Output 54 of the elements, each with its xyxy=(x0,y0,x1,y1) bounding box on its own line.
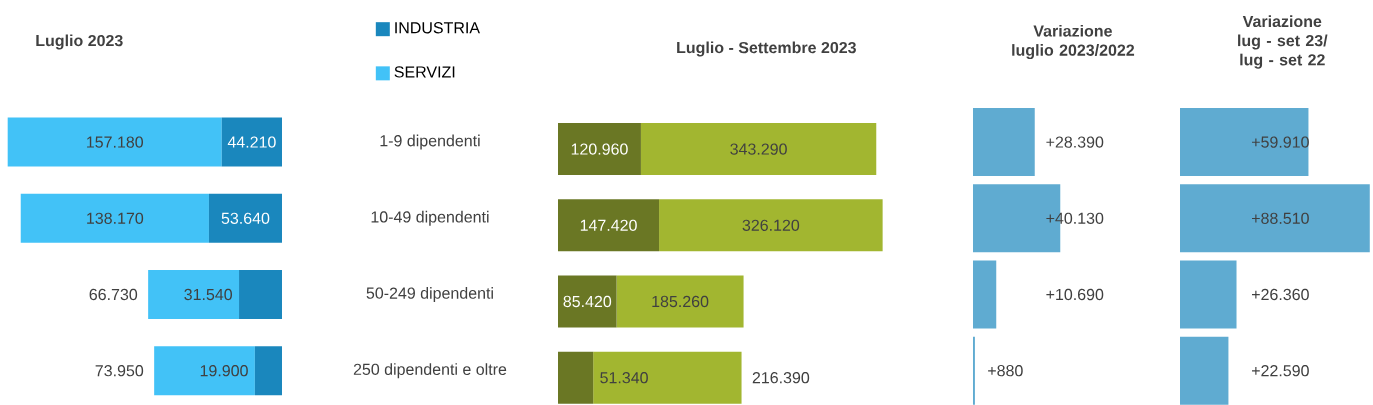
data-label: 326.120 xyxy=(742,219,800,231)
bar xyxy=(1180,108,1309,177)
bar xyxy=(254,346,282,396)
data-label: +10.690 xyxy=(1046,288,1104,301)
data-label: 85.420 xyxy=(563,295,612,308)
data-label: +88.510 xyxy=(1252,212,1309,224)
y-tick-label: 1-9 dipendenti xyxy=(380,134,480,150)
data-label: +26.360 xyxy=(1252,288,1309,301)
bar xyxy=(154,346,255,396)
data-label: 120.960 xyxy=(571,143,628,155)
bar xyxy=(20,193,209,243)
data-label: 44.210 xyxy=(227,136,276,148)
data-label: 73.950 xyxy=(95,365,144,377)
bar xyxy=(148,270,240,319)
y-tick-label: 10-49 dipendenti xyxy=(371,210,489,226)
y-tick-label: 50-249 dipendenti xyxy=(366,287,493,302)
chart-title: Variazione lug - set 23/ lug - set 22 xyxy=(1238,15,1328,69)
bar xyxy=(973,260,997,329)
data-label: 19.900 xyxy=(200,365,248,377)
bar xyxy=(208,193,282,243)
data-label: +880 xyxy=(988,365,1023,377)
data-label: 216.390 xyxy=(752,372,810,384)
data-label: 138.170 xyxy=(87,212,144,224)
legend-label: INDUSTRIA xyxy=(395,22,480,34)
data-label: 147.420 xyxy=(580,219,637,231)
bar xyxy=(558,351,594,404)
chart-title: Luglio - Settembre 2023 xyxy=(677,41,856,57)
bar xyxy=(616,275,744,328)
chart-title: Variazione luglio 2023/2022 xyxy=(1012,24,1135,60)
data-label: 51.340 xyxy=(600,372,648,384)
chart-title: Luglio 2023 xyxy=(36,34,123,50)
data-label: 157.180 xyxy=(87,136,144,148)
bar xyxy=(1180,184,1370,253)
bar xyxy=(593,351,742,404)
bar xyxy=(7,117,222,167)
data-label: +22.590 xyxy=(1252,365,1309,377)
bar xyxy=(1180,336,1229,405)
bar xyxy=(558,123,641,176)
bar xyxy=(221,117,282,167)
legend-label: SERVIZI xyxy=(394,66,455,78)
data-label: 185.260 xyxy=(652,295,709,308)
data-label: +28.390 xyxy=(1046,136,1104,148)
y-tick-label: 250 dipendenti e oltre xyxy=(353,363,507,379)
bar xyxy=(239,270,282,319)
bar xyxy=(1180,260,1237,329)
data-label: 31.540 xyxy=(184,288,233,301)
bar xyxy=(659,199,883,252)
bar xyxy=(640,123,877,176)
bar xyxy=(973,108,1035,177)
data-label: 66.730 xyxy=(89,288,138,301)
bar xyxy=(558,199,660,252)
bar xyxy=(558,275,617,328)
data-label: 53.640 xyxy=(221,212,270,224)
data-label: 343.290 xyxy=(730,143,787,155)
